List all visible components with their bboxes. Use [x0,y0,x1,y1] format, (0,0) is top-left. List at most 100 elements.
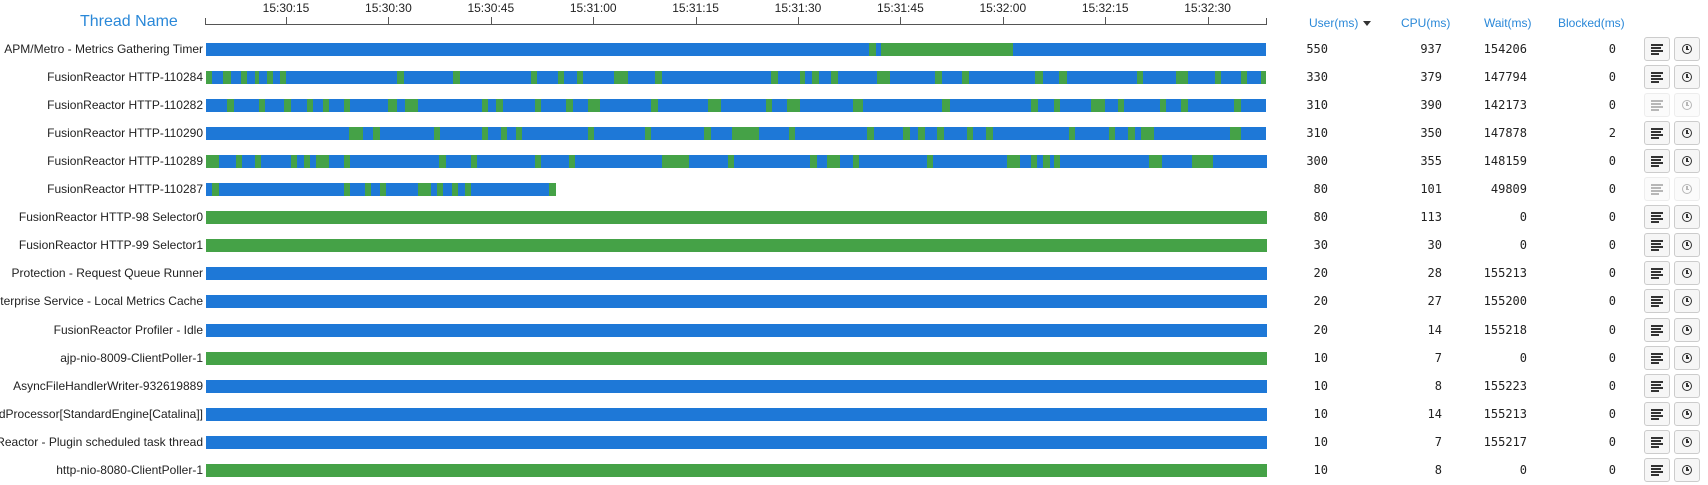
history-button[interactable] [1674,373,1700,398]
thread-state-timeline-bar[interactable] [206,183,1266,197]
stack-trace-button[interactable] [1644,233,1670,258]
running-state-segment [1091,99,1106,113]
thread-state-timeline-bar[interactable] [206,99,1267,113]
table-row[interactable]: FusionReactor Profiler - Idle 20 14 155218 0 [0,316,1708,344]
thread-state-timeline-bar[interactable] [206,211,1267,225]
blocked-ms-column-header[interactable]: Blocked(ms) [1558,16,1625,30]
waiting-state-segment [206,323,1267,337]
wait-ms-value: 0 [1519,462,1527,477]
stack-trace-button[interactable] [1644,205,1670,230]
table-row[interactable]: ajp-nio-8009-ClientPoller-1 10 7 0 0 [0,344,1708,372]
history-button[interactable] [1674,457,1700,482]
waiting-state-segment [1020,155,1032,169]
thread-state-timeline-bar[interactable] [206,239,1267,253]
history-button[interactable] [1674,233,1700,258]
table-row[interactable]: ContainerBackgroundProcessor[StandardEng… [0,400,1708,428]
running-state-segment [1181,99,1189,113]
table-row[interactable]: http-nio-8080-ClientPoller-1 10 8 0 0 [0,456,1708,484]
stack-trace-button[interactable] [1644,401,1670,426]
history-button[interactable] [1674,93,1700,118]
user-ms-column-header[interactable]: User(ms) [1309,16,1372,30]
thread-state-timeline-bar[interactable] [206,267,1267,281]
history-button[interactable] [1674,345,1700,370]
table-row[interactable]: Protection - Request Queue Runner 20 28 155… [0,259,1708,287]
stack-trace-icon [1651,296,1663,308]
table-row[interactable]: FusionReactor HTTP-99 Selector1 30 30 0 0 [0,231,1708,259]
running-state-segment [206,155,220,169]
history-button[interactable] [1674,121,1700,146]
thread-state-timeline-bar[interactable] [206,351,1267,365]
waiting-state-segment [661,71,772,85]
blocked-ms-value: 0 [1608,98,1616,113]
waiting-state-segment [992,127,1070,141]
table-row[interactable]: FusionReactor HTTP-98 Selector0 80 113 0 0 [0,203,1708,231]
thread-state-timeline-bar[interactable] [206,71,1267,85]
running-state-segment [1234,99,1242,113]
running-state-segment [852,155,860,169]
table-row[interactable]: FusionReactor HTTP-110287 80 101 49809 0 [0,175,1708,203]
stack-trace-button[interactable] [1644,149,1670,174]
waiting-state-segment [233,99,260,113]
history-button[interactable] [1674,317,1700,342]
wait-ms-column-header[interactable]: Wait(ms) [1484,16,1532,30]
history-button[interactable] [1674,205,1700,230]
running-state-segment [1140,127,1155,141]
history-button[interactable] [1674,37,1700,61]
stack-trace-button[interactable] [1644,121,1670,146]
waiting-state-segment [1060,99,1092,113]
stack-trace-button[interactable] [1644,261,1670,286]
stack-trace-button[interactable] [1644,429,1670,454]
wait-ms-value: 154206 [1483,42,1527,56]
stack-trace-button[interactable] [1644,93,1670,118]
history-button[interactable] [1674,149,1700,174]
table-row[interactable]: FusionReactor HTTP-110284 330 379 147794 0 [0,63,1708,91]
running-state-segment [343,99,351,113]
history-button[interactable] [1674,289,1700,314]
stack-trace-button[interactable] [1644,177,1670,202]
thread-state-timeline-bar[interactable] [206,435,1267,449]
cpu-ms-column-header[interactable]: CPU(ms) [1401,16,1451,30]
stack-trace-button[interactable] [1644,345,1670,370]
thread-state-timeline-bar[interactable] [206,379,1267,393]
table-row[interactable]: FusionReactor - Plugin scheduled task th… [0,428,1708,456]
sort-descending-icon [1363,21,1372,27]
thread-state-timeline-bar[interactable] [206,463,1267,477]
table-row[interactable]: FusionReactor HTTP-110289 300 355 148159 0 [0,147,1708,175]
stack-trace-button[interactable] [1644,65,1670,90]
running-state-segment [1160,99,1167,113]
thread-state-timeline-bar[interactable] [206,43,1267,56]
thread-name: FusionReactor HTTP-98 Selector0 [18,210,203,225]
running-state-segment [1240,71,1248,85]
running-state-segment [704,127,712,141]
stack-trace-button[interactable] [1644,37,1670,61]
thread-name-column-header[interactable]: Thread Name [80,13,178,30]
history-button[interactable] [1674,261,1700,286]
thread-state-timeline-bar[interactable] [206,407,1267,421]
waiting-state-segment [386,183,419,197]
stack-trace-button[interactable] [1644,289,1670,314]
table-row[interactable]: FusionReactor HTTP-110282 310 390 142173 0 [0,91,1708,119]
thread-state-timeline-bar[interactable] [206,155,1267,169]
history-button[interactable] [1674,401,1700,426]
waiting-state-segment [772,99,788,113]
table-row[interactable]: AsyncFileHandlerWriter-932619889 10 8 15522… [0,372,1708,400]
stack-trace-button[interactable] [1644,457,1670,482]
stack-trace-button[interactable] [1644,317,1670,342]
table-row[interactable]: Enterprise Service - Local Metrics Cache… [0,287,1708,315]
table-row[interactable]: APM/Metro - Metrics Gathering Timer 550 93… [0,35,1708,63]
history-button[interactable] [1674,429,1700,454]
running-state-segment [452,71,461,85]
user-ms-value: 330 [1306,70,1328,85]
running-state-segment [852,99,864,113]
thread-state-timeline-bar[interactable] [206,323,1267,337]
table-row[interactable]: FusionReactor HTTP-110290 310 350 147878 2 [0,119,1708,147]
history-button[interactable] [1674,177,1700,202]
history-button[interactable] [1674,65,1700,90]
thread-name-cell: APM/Metro - Metrics Gathering Timer [0,35,203,63]
running-state-segment [254,71,260,85]
thread-name-cell: FusionReactor HTTP-110289 [0,147,203,175]
thread-state-timeline-bar[interactable] [206,127,1267,141]
stack-trace-button[interactable] [1644,373,1670,398]
thread-state-timeline-bar[interactable] [206,295,1267,309]
timeline-axis: 15:30:15 15:30:30 15:30:45 15:31:00 15:31:15… [205,0,1267,32]
